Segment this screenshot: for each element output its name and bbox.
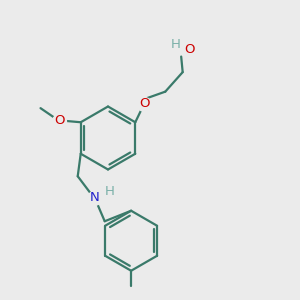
Text: O: O xyxy=(184,43,195,56)
Text: N: N xyxy=(89,191,99,204)
Text: H: H xyxy=(171,38,181,51)
Text: O: O xyxy=(54,114,64,127)
Text: O: O xyxy=(139,97,149,110)
Text: H: H xyxy=(105,185,115,198)
